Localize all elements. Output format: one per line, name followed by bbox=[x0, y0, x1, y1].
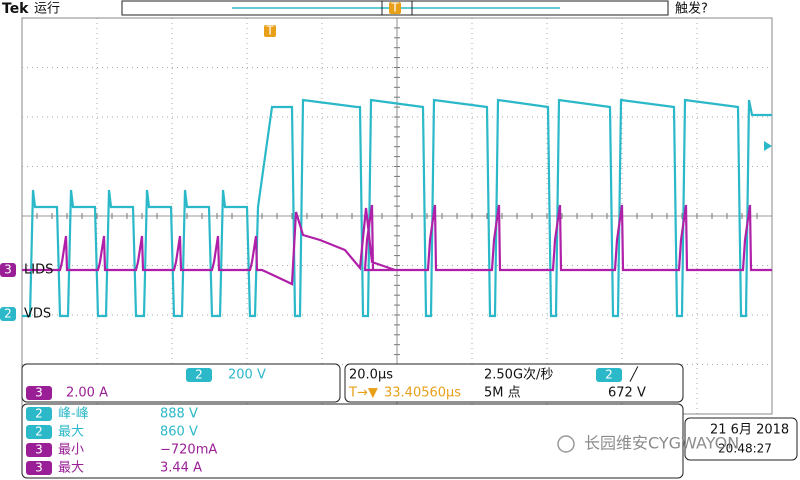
run-status: 运行 bbox=[34, 2, 60, 17]
view-window bbox=[381, 0, 413, 16]
ch3-label: LIDS bbox=[24, 263, 53, 278]
ch2-number: 2 bbox=[4, 307, 12, 321]
measurement-value: 3.44 A bbox=[160, 461, 202, 476]
datetime-panel bbox=[684, 417, 798, 461]
trigger-marker: T bbox=[390, 1, 399, 15]
vertical-panel bbox=[21, 363, 341, 403]
trigger-source: 2 bbox=[605, 368, 613, 382]
time: 20:48:27 bbox=[718, 442, 772, 456]
lids-waveform bbox=[22, 204, 772, 286]
ch3-scale-number: 3 bbox=[35, 386, 43, 400]
measurement-badge bbox=[26, 425, 52, 439]
trigger-level-arrow bbox=[764, 141, 772, 151]
date: 21 6月 2018 bbox=[710, 423, 789, 438]
ch2-label: VDS bbox=[24, 307, 51, 322]
ch2-scale-number: 2 bbox=[195, 368, 203, 382]
measurement-name: 最大 bbox=[58, 425, 84, 440]
measurement-name: 最小 bbox=[58, 443, 84, 458]
measurement-value: 888 V bbox=[160, 407, 198, 422]
waveform-trigger-marker: T bbox=[265, 24, 274, 38]
measurement-badge bbox=[26, 443, 52, 457]
measurement-badge bbox=[26, 461, 52, 475]
measurement-badge bbox=[26, 407, 52, 421]
trigger-offset-icon: T→▼ bbox=[348, 386, 378, 401]
measurement-value: 860 V bbox=[160, 425, 198, 440]
measurement-value: −720mA bbox=[160, 443, 217, 458]
watermark: 长园维安CYGWAYON bbox=[584, 434, 739, 453]
ch2-scale: 200 V bbox=[228, 368, 266, 383]
ch3-scale-badge bbox=[26, 386, 52, 400]
measurement-channel: 3 bbox=[35, 443, 43, 457]
trigger-offset: 33.40560µs bbox=[384, 386, 461, 401]
trigger-level: 672 V bbox=[608, 386, 646, 401]
waveforms bbox=[22, 98, 772, 318]
watermark-icon bbox=[557, 435, 575, 453]
measurement-name: 峰-峰 bbox=[58, 407, 89, 422]
ch3-number: 3 bbox=[4, 263, 12, 277]
brand: Tek bbox=[2, 1, 29, 17]
ch2-badge bbox=[0, 307, 16, 321]
trigger-slope: ╱ bbox=[629, 366, 639, 383]
measurement-channel: 2 bbox=[35, 407, 43, 421]
sample-rate: 2.50G次/秒 bbox=[484, 367, 553, 383]
trigger-badge bbox=[389, 2, 401, 14]
ch3-scale: 2.00 A bbox=[66, 386, 108, 401]
timebase: 20.0µs bbox=[349, 368, 393, 383]
waveform-trigger-badge bbox=[264, 25, 276, 37]
ch3-badge bbox=[0, 263, 16, 277]
measurement-name: 最大 bbox=[58, 461, 84, 476]
measurement-panel bbox=[21, 403, 684, 479]
measurements: 2 峰-峰 888 V 2 最大 860 V 3 最小 −720mA 3 最大 3.44 A bbox=[26, 407, 217, 476]
ch2-scale-badge bbox=[186, 368, 212, 382]
record-length: 5M 点 bbox=[484, 386, 521, 401]
measurement-channel: 2 bbox=[35, 425, 43, 439]
trigger-status: 触发? bbox=[675, 1, 708, 17]
measurement-channel: 3 bbox=[35, 461, 43, 475]
trigger-source-badge bbox=[596, 368, 622, 382]
